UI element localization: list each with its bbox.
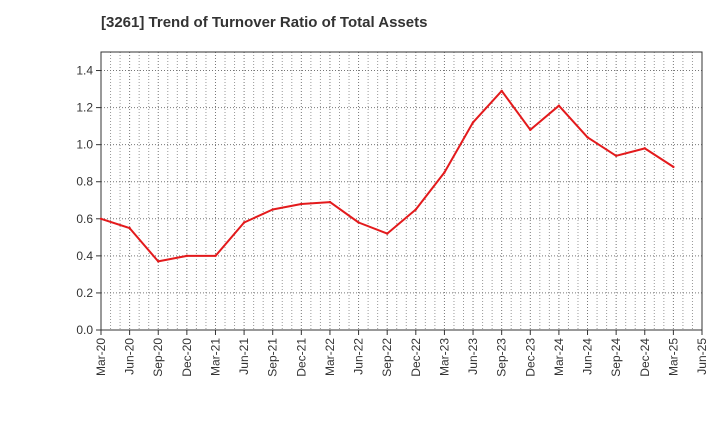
x-tick-label: Jun-23 [466,338,480,375]
x-tick-label: Jun-21 [237,338,251,375]
data-point [185,254,189,258]
plot-border [100,51,703,331]
x-tick-label: Dec-20 [180,338,194,377]
x-tick-label: Mar-21 [208,338,222,376]
y-tick-label: 0.4 [76,249,93,263]
data-point [414,208,418,211]
data-point [214,254,217,258]
x-tick-label: Jun-22 [352,338,366,375]
data-point [300,202,303,206]
x-tick-label: Sep-24 [609,338,623,377]
data-point [614,154,618,157]
data-point [385,232,389,235]
x-tick-label: Dec-21 [294,338,308,377]
data-point [99,217,103,220]
data-point [242,221,246,224]
data-point [328,200,332,204]
data-point [271,208,274,211]
data-point [471,121,475,124]
chart-title: [3261] Trend of Turnover Ratio of Total … [101,14,428,31]
data-point [500,89,503,93]
y-tick-label: 0.0 [76,323,93,337]
x-tick-label: Jun-25 [695,338,709,375]
plot-area [101,52,702,330]
x-tick-label: Dec-24 [638,338,652,377]
data-point [529,128,532,132]
data-point [672,165,675,169]
y-tick-label: 0.6 [76,212,93,226]
x-tick-label: Mar-25 [666,338,680,376]
y-tick-label: 0.8 [76,175,93,189]
y-tick-label: 1.2 [76,101,93,115]
data-point [128,226,131,230]
x-tick-label: Dec-23 [523,338,537,377]
y-tick-label: 1.4 [76,64,93,78]
x-tick-label: Dec-22 [409,338,423,377]
x-tick-label: Mar-20 [94,338,108,376]
x-tick-label: Sep-23 [495,338,509,377]
x-tick-label: Mar-24 [552,338,566,376]
data-point [357,221,360,224]
data-point [157,260,160,263]
y-tick-label: 1.0 [76,138,93,152]
y-tick-label: 0.2 [76,286,93,300]
data-point [643,147,646,150]
x-tick-label: Sep-20 [151,338,165,377]
x-tick-label: Mar-23 [437,338,451,376]
x-tick-label: Sep-22 [380,338,394,377]
data-point [557,104,561,107]
x-tick-label: Mar-22 [323,338,337,376]
x-tick-label: Jun-24 [581,338,595,375]
x-tick-label: Sep-21 [266,338,280,377]
data-point [443,171,446,174]
x-tick-label: Jun-20 [123,338,137,375]
data-point [586,136,589,139]
